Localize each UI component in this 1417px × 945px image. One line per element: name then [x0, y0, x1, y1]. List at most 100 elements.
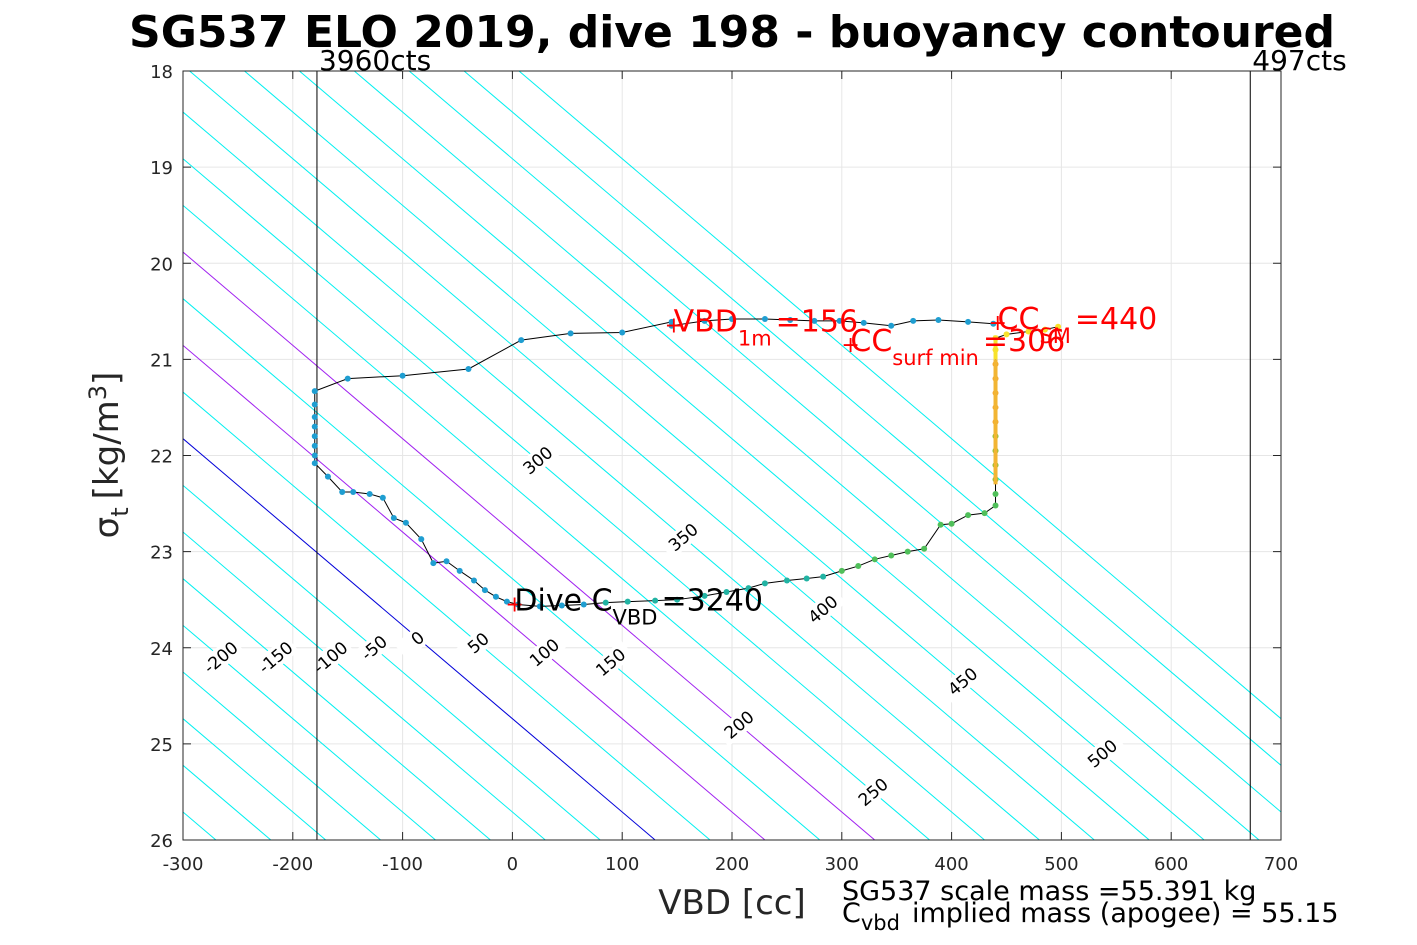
track-point — [339, 489, 346, 496]
track-point — [456, 567, 463, 574]
implied-mass-text: Cvbd implied mass (apogee) = 55.15 — [842, 898, 1339, 935]
track-point — [1025, 328, 1032, 335]
track-point — [324, 473, 331, 480]
track-point — [366, 490, 373, 497]
x-tick-label: 0 — [507, 854, 518, 875]
y-axis-label-sub: t — [106, 507, 134, 516]
y-tick-label: 20 — [150, 254, 173, 275]
track-point — [567, 330, 574, 337]
track-point — [803, 575, 810, 582]
track-point — [311, 433, 318, 440]
track-point — [937, 521, 944, 528]
track-point — [402, 519, 409, 526]
annotation-main: VBD — [674, 305, 738, 340]
annotation-value: =3240 — [661, 583, 762, 618]
x-tick-label: 100 — [605, 854, 639, 875]
contour-label-bg — [715, 702, 763, 747]
x-tick-label: 700 — [1264, 854, 1298, 875]
annotation-marker: + — [989, 311, 1007, 336]
scale-mass-text: SG537 scale mass =55.391 kg — [842, 876, 1256, 907]
annotation-main: CC — [998, 302, 1040, 337]
contour-line — [183, 438, 656, 840]
x-tick-label: 300 — [825, 854, 859, 875]
contour-label-bg — [307, 635, 354, 680]
track-point — [745, 585, 752, 592]
track-point — [787, 316, 794, 323]
footer: SG537 scale mass =55.391 kg Cvbd implied … — [842, 876, 1339, 935]
annotation-sub: VBD — [613, 605, 658, 629]
track-point — [860, 319, 867, 326]
contour-label-bg — [799, 587, 847, 632]
track-point — [536, 603, 543, 610]
annotation-sub: surf min — [892, 346, 979, 370]
contour-label-bg — [659, 515, 707, 560]
x-tick-label: -100 — [382, 854, 423, 875]
contour-line — [183, 671, 381, 840]
count-label: 3960cts — [319, 44, 431, 77]
y-tick-label: 23 — [150, 543, 173, 564]
track-point — [838, 567, 845, 574]
x-tick-label: 500 — [1044, 854, 1078, 875]
x-tick-label: 600 — [1154, 854, 1188, 875]
count-label: 497cts — [1252, 44, 1346, 77]
track-point — [602, 599, 609, 606]
annotation-label: VBD1m =156 — [674, 305, 858, 351]
track-point — [379, 494, 386, 501]
implied-mass-rest: implied mass (apogee) = 55.15 — [912, 898, 1339, 929]
track-point — [311, 452, 318, 459]
track-point — [503, 598, 510, 605]
track-point — [855, 563, 862, 570]
track-point — [729, 316, 735, 323]
y-tick-label: 18 — [150, 62, 173, 83]
track-point — [820, 573, 827, 580]
track-point — [311, 442, 318, 449]
track-point — [761, 580, 768, 587]
contour-line — [189, 71, 1095, 840]
contour-line — [183, 624, 436, 840]
x-axis-label: VBD [cc] — [658, 883, 806, 923]
contour-line — [183, 111, 1040, 840]
y-axis-label-close: ] — [87, 372, 127, 385]
track-point — [723, 588, 730, 595]
y-tick-label: 19 — [150, 158, 173, 179]
track-point — [1003, 331, 1010, 338]
contour-label-bg — [939, 659, 986, 704]
x-tick-label: 200 — [715, 854, 749, 875]
chart-title: SG537 ELO 2019, dive 198 - buoyancy cont… — [129, 7, 1335, 58]
y-tick-label: 26 — [150, 831, 173, 852]
contour-label-bg — [197, 635, 244, 680]
track-point — [981, 510, 988, 517]
track-point — [701, 592, 708, 599]
annotation-label: CCsurf min =306 — [850, 324, 1065, 370]
y-axis-label-sup: 3 — [84, 385, 112, 400]
x-axis-ticks: -300 -200 -100 0 100 200 300 400 500 600 700 — [163, 71, 1298, 875]
contour-line — [463, 71, 1281, 766]
x-tick-label: -300 — [163, 854, 204, 875]
contour-label-bg — [849, 770, 897, 814]
y-tick-label: 25 — [150, 735, 173, 756]
track-point — [783, 577, 790, 584]
track-point — [399, 372, 406, 379]
annotation-marker: + — [505, 592, 523, 617]
contour-line — [408, 71, 1281, 813]
x-tick-label: -200 — [272, 854, 313, 875]
annotation-sub: 1m — [738, 327, 772, 351]
track-point — [674, 596, 681, 603]
track-point — [761, 316, 768, 323]
track-point — [992, 490, 999, 497]
track-point — [311, 414, 318, 421]
track-point — [992, 502, 999, 509]
track-point — [910, 317, 917, 324]
track-point — [1041, 326, 1048, 333]
y-tick-label: 21 — [150, 350, 173, 371]
y-axis-ticks: 18 19 20 21 22 23 24 25 26 — [150, 62, 1281, 852]
track-point — [871, 556, 878, 563]
track-point — [652, 597, 659, 604]
contour-line — [183, 204, 930, 840]
track-point — [465, 365, 472, 372]
track-point — [948, 520, 955, 527]
contour-label-bg — [350, 625, 398, 670]
contour-line — [183, 531, 546, 840]
track-point — [311, 460, 318, 467]
